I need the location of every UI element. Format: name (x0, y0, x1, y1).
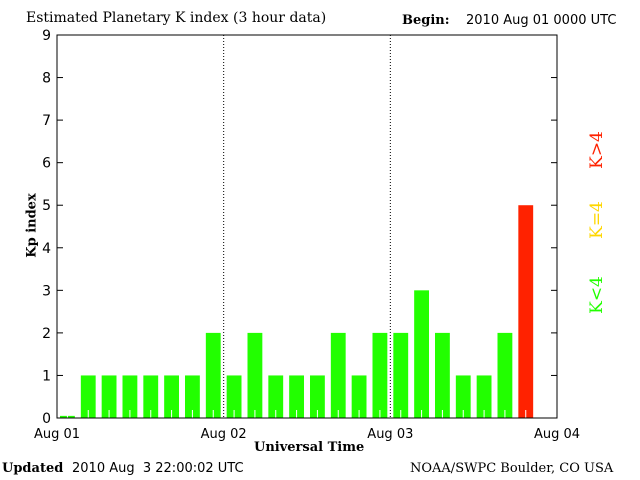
begin-value: 2010 Aug 01 0000 UTC (466, 13, 617, 28)
legend-k-low: K<4 (586, 276, 607, 314)
kp-bar (289, 375, 304, 418)
kp-bar (164, 375, 179, 418)
legend-k-equal: K=4 (586, 201, 607, 239)
begin-label: Begin: (402, 13, 450, 28)
kp-bar (247, 332, 263, 418)
x-tick-label: Aug 03 (367, 427, 413, 442)
legend-k-high: K>4 (586, 131, 607, 169)
kp-bar (205, 332, 221, 418)
kp-bar (310, 375, 325, 418)
x-tick-label: Aug 04 (534, 427, 580, 442)
chart-title: Estimated Planetary K index (3 hour data… (26, 10, 327, 26)
y-tick-label: 2 (42, 326, 51, 342)
y-tick-label: 6 (42, 156, 51, 172)
updated-label: Updated (2, 461, 64, 476)
y-tick-label: 4 (42, 241, 51, 257)
kp-bar (351, 375, 367, 418)
x-axis-label: Universal Time (254, 440, 365, 455)
kp-bar (122, 375, 138, 418)
kp-bar (80, 375, 96, 418)
kp-bar (226, 375, 242, 418)
kp-bar (518, 205, 534, 418)
kp-bar (435, 332, 450, 418)
x-tick-label: Aug 02 (201, 427, 247, 442)
y-tick-label: 5 (42, 198, 51, 214)
kp-bar (330, 332, 346, 418)
credit: NOAA/SWPC Boulder, CO USA (410, 461, 614, 476)
y-axis-label: Kp index (24, 193, 40, 258)
kp-bar (101, 375, 117, 418)
x-tick-label: Aug 01 (34, 427, 80, 442)
kp-bar (455, 375, 471, 418)
y-tick-label: 7 (42, 113, 51, 129)
plot-frame (56, 34, 558, 419)
updated-value: 2010 Aug 3 22:00:02 UTC (72, 461, 244, 476)
kp-bar (414, 290, 429, 418)
kp-bar (143, 375, 159, 418)
y-tick-label: 1 (42, 368, 51, 384)
kp-bar (372, 332, 388, 418)
kp-bar (497, 332, 513, 418)
y-tick-label: 3 (42, 283, 51, 299)
y-tick-label: 8 (42, 71, 51, 87)
kp-bar (393, 332, 409, 418)
y-tick-label: 9 (42, 28, 51, 44)
kp-bar (476, 375, 492, 418)
y-tick-label: 0 (42, 411, 51, 427)
kp-bar (185, 375, 200, 418)
kp-bar (268, 375, 284, 418)
